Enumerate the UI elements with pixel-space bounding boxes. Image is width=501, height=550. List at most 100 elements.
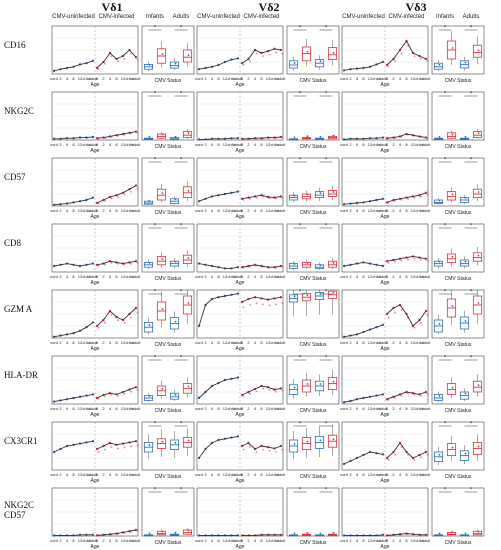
infected-trend-line (386, 133, 427, 139)
x-tick-label: adult (422, 406, 432, 411)
x-tick-label: 2 (392, 208, 395, 213)
uninfected-trend-line (54, 136, 94, 140)
significance-mark: * (325, 488, 328, 494)
x-tick-label: adult (89, 76, 99, 81)
x-tick-label: 12 (223, 340, 228, 345)
x-tick-label: 2 (59, 274, 62, 279)
x-tick-label: child (372, 406, 380, 411)
infected-point (400, 394, 403, 397)
box-axis-label: CMV Status (155, 342, 182, 348)
box-point (451, 446, 454, 449)
significance-mark: * (180, 224, 183, 230)
x-tick-label: 2 (204, 406, 207, 411)
x-tick-label: 2 (102, 142, 105, 147)
uninfected-point (381, 393, 385, 396)
x-tick-label: 2 (392, 538, 395, 543)
infected-point (97, 398, 100, 400)
x-tick-label: 12 (368, 406, 373, 411)
x-tick-label: adult (132, 472, 142, 477)
box-axis-label: CMV Status (300, 78, 327, 84)
box-point (293, 263, 296, 265)
box-point (438, 395, 441, 397)
x-tick-label: 12 (266, 274, 271, 279)
x-tick-label: adult (234, 142, 244, 147)
x-tick-label: 12 (121, 406, 126, 411)
box-iqr (182, 49, 193, 63)
infected-point (104, 263, 106, 266)
infected-point (249, 60, 251, 63)
significance-mark: * (444, 92, 447, 98)
box-point (438, 260, 441, 263)
x-tick-label: 4 (356, 472, 359, 477)
infected-trend-line (386, 442, 427, 459)
x-tick-label: 8 (217, 340, 220, 345)
significance-mark: * (470, 92, 473, 98)
box-iqr (472, 530, 483, 536)
x-tick-label: 4 (399, 274, 402, 279)
x-tick-label: adult (277, 472, 287, 477)
box-iqr (288, 60, 299, 69)
box-iqr (433, 62, 444, 70)
box-point (293, 532, 296, 535)
x-tick-label: 4 (399, 472, 402, 477)
infected-point (104, 321, 106, 324)
x-tick-label: 8 (405, 142, 408, 147)
x-tick-label: 2 (102, 406, 105, 411)
x-tick-label: child (372, 208, 380, 213)
infected-point (275, 303, 277, 306)
infected-point (413, 393, 416, 396)
infected-point (426, 314, 429, 316)
infected-point (255, 196, 258, 199)
box-point (306, 531, 309, 534)
x-tick-label: 8 (72, 538, 75, 543)
box-point (306, 383, 309, 385)
x-tick-label: child (372, 538, 380, 543)
x-tick-label: 4 (211, 208, 214, 213)
box-point (477, 132, 480, 135)
box-point (148, 324, 151, 327)
x-tick-label: adult (422, 142, 432, 147)
box-point (319, 264, 322, 267)
x-tick-label: 8 (405, 274, 408, 279)
infected-point (242, 198, 245, 201)
box-point (187, 132, 190, 135)
x-tick-label: 2 (349, 472, 352, 477)
row-label-cd8: CD8 (4, 238, 22, 248)
x-tick-label: 2 (349, 142, 352, 147)
x-tick-label: 4 (356, 340, 359, 345)
box-point (477, 254, 480, 257)
uninfected-trend-line (343, 61, 384, 71)
infected-point (281, 534, 284, 536)
box-point (451, 47, 454, 49)
x-tick-label: 8 (115, 472, 118, 477)
infected-point (117, 135, 119, 137)
infected-point (426, 60, 429, 63)
box-iqr (459, 259, 470, 267)
box-point (306, 440, 309, 443)
box-iqr (327, 189, 338, 197)
x-tick-label: 2 (204, 274, 207, 279)
x-tick-label: 4 (254, 76, 257, 81)
box-iqr (472, 252, 483, 262)
box-iqr (156, 255, 167, 266)
infected-point (242, 63, 245, 66)
x-tick-label: 2 (204, 340, 207, 345)
infected-point (136, 58, 139, 61)
x-tick-label: adult (422, 340, 432, 345)
x-tick-label: 12 (223, 406, 228, 411)
uninfected-trend-line (198, 263, 239, 269)
infected-point (281, 52, 284, 55)
x-tick-label: 8 (362, 274, 365, 279)
x-tick-label: child (82, 340, 90, 345)
x-tick-label: 12 (223, 274, 228, 279)
box-axis-label: CMV Status (300, 276, 327, 282)
box-point (438, 199, 441, 202)
box-axis-label: CMV Status (300, 408, 327, 414)
x-tick-label: 4 (399, 208, 402, 213)
x-tick-label: 12 (368, 76, 373, 81)
x-tick-label: 12 (121, 472, 126, 477)
x-tick-label: 12 (223, 208, 228, 213)
x-tick-label: 12 (411, 340, 416, 345)
box-point (477, 530, 480, 533)
x-tick-label: child (82, 208, 90, 213)
